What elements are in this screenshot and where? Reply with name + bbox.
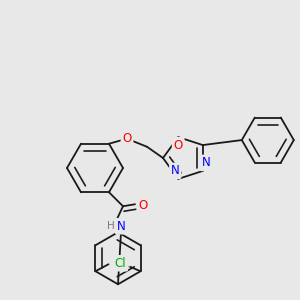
Text: Cl: Cl — [115, 257, 126, 270]
Text: H: H — [107, 221, 115, 231]
Text: N: N — [171, 164, 180, 177]
Text: N: N — [201, 156, 210, 170]
Text: O: O — [122, 132, 132, 145]
Text: O: O — [138, 199, 148, 212]
Text: O: O — [174, 139, 183, 152]
Text: N: N — [117, 220, 125, 233]
Text: CH₃: CH₃ — [112, 257, 129, 266]
